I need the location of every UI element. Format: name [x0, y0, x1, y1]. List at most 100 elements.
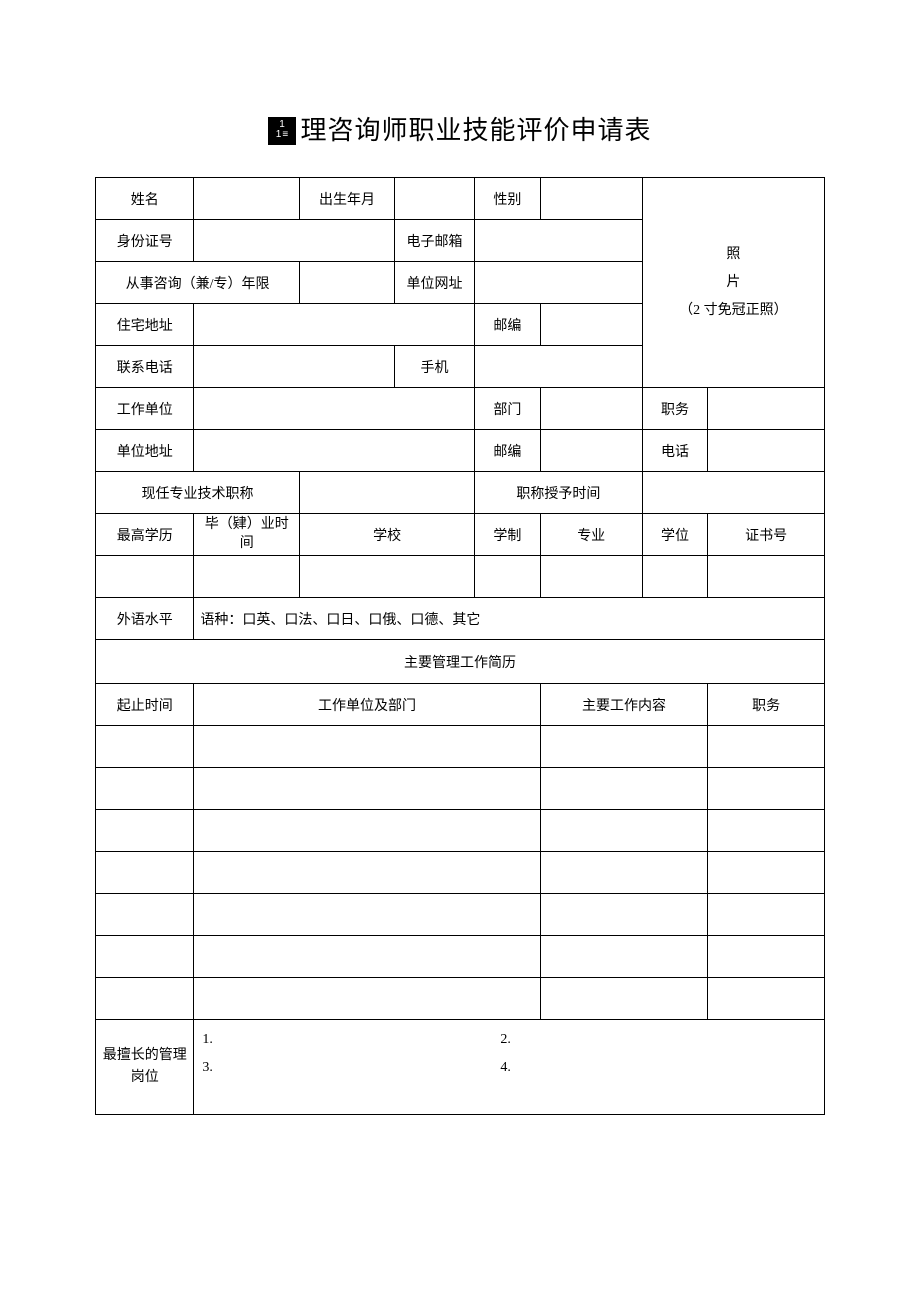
label-department: 部门	[475, 388, 541, 430]
skill-3: 3.	[202, 1054, 497, 1082]
table-row[interactable]	[194, 894, 540, 936]
table-row[interactable]	[194, 936, 540, 978]
title-text: 理咨询师职业技能评价申请表	[300, 116, 651, 145]
label-postcode2: 邮编	[475, 430, 541, 472]
label-best-position: 最擅长的管理岗位	[96, 1020, 194, 1115]
page-title: 11≡理咨询师职业技能评价申请表	[95, 110, 825, 147]
field-mobile[interactable]	[475, 346, 643, 388]
label-main-content: 主要工作内容	[540, 684, 708, 726]
field-edu-school[interactable]	[300, 556, 475, 598]
field-home-address[interactable]	[194, 304, 475, 346]
skill-2: 2.	[500, 1026, 511, 1054]
table-row[interactable]	[540, 810, 708, 852]
table-row[interactable]	[708, 936, 825, 978]
field-edu-highest[interactable]	[96, 556, 194, 598]
field-postcode2[interactable]	[540, 430, 642, 472]
label-role: 职务	[708, 684, 825, 726]
table-row[interactable]	[540, 978, 708, 1020]
photo-label-1: 照	[647, 241, 820, 269]
field-gender[interactable]	[540, 178, 642, 220]
label-current-title: 现任专业技术职称	[96, 472, 300, 514]
label-consult-years: 从事咨询（兼/专）年限	[96, 262, 300, 304]
field-edu-degree[interactable]	[642, 556, 708, 598]
label-email: 电子邮箱	[394, 220, 474, 262]
table-row[interactable]	[540, 852, 708, 894]
table-row[interactable]	[96, 810, 194, 852]
field-title-date[interactable]	[642, 472, 824, 514]
table-row[interactable]	[96, 894, 194, 936]
table-row[interactable]	[708, 978, 825, 1020]
table-row[interactable]	[96, 768, 194, 810]
field-consult-years[interactable]	[300, 262, 395, 304]
table-row[interactable]	[708, 726, 825, 768]
table-row[interactable]	[540, 894, 708, 936]
table-row[interactable]	[194, 726, 540, 768]
field-idnumber[interactable]	[194, 220, 394, 262]
table-row[interactable]	[708, 810, 825, 852]
label-grad-time: 毕（肄）业时间	[194, 514, 300, 556]
skill-1: 1.	[202, 1026, 497, 1054]
photo-area[interactable]: 照 片 （2 寸免冠正照）	[642, 178, 824, 388]
label-work-history: 主要管理工作简历	[96, 640, 825, 684]
field-edu-duration[interactable]	[475, 556, 541, 598]
label-period: 起止时间	[96, 684, 194, 726]
label-postcode1: 邮编	[475, 304, 541, 346]
table-row[interactable]	[540, 768, 708, 810]
table-row[interactable]	[96, 936, 194, 978]
field-edu-cert[interactable]	[708, 556, 825, 598]
table-row[interactable]	[708, 894, 825, 936]
label-unit-address: 单位地址	[96, 430, 194, 472]
table-row[interactable]	[540, 936, 708, 978]
table-row[interactable]	[194, 978, 540, 1020]
table-row[interactable]	[96, 978, 194, 1020]
label-org-website: 单位网址	[394, 262, 474, 304]
label-gender: 性别	[475, 178, 541, 220]
field-work-unit[interactable]	[194, 388, 475, 430]
label-work-unit: 工作单位	[96, 388, 194, 430]
field-current-title[interactable]	[300, 472, 475, 514]
label-work-dept: 工作单位及部门	[194, 684, 540, 726]
field-lang-options[interactable]: 语种：口英、口法、口日、口俄、口德、其它	[194, 598, 825, 640]
label-degree: 学位	[642, 514, 708, 556]
field-birth[interactable]	[394, 178, 474, 220]
field-org-website[interactable]	[475, 262, 643, 304]
label-name: 姓名	[96, 178, 194, 220]
label-title-date: 职称授予时间	[475, 472, 643, 514]
photo-label-3: （2 寸免冠正照）	[647, 297, 820, 325]
table-row[interactable]	[194, 810, 540, 852]
label-school: 学校	[300, 514, 475, 556]
table-row[interactable]	[96, 852, 194, 894]
field-edu-major[interactable]	[540, 556, 642, 598]
field-department[interactable]	[540, 388, 642, 430]
table-row[interactable]	[194, 852, 540, 894]
label-duration: 学制	[475, 514, 541, 556]
label-home-address: 住宅地址	[96, 304, 194, 346]
table-row[interactable]	[708, 852, 825, 894]
label-highest-edu: 最高学历	[96, 514, 194, 556]
field-phone[interactable]	[708, 430, 825, 472]
table-row[interactable]	[708, 768, 825, 810]
field-edu-grad[interactable]	[194, 556, 300, 598]
label-cert-no: 证书号	[708, 514, 825, 556]
field-unit-address[interactable]	[194, 430, 475, 472]
application-form: 姓名 出生年月 性别 照 片 （2 寸免冠正照） 身份证号 电子邮箱 从事咨询（…	[95, 177, 825, 1115]
field-postcode1[interactable]	[540, 304, 642, 346]
label-position: 职务	[642, 388, 708, 430]
field-best-position[interactable]: 1. 2. 3. 4.	[194, 1020, 825, 1115]
field-contact-phone[interactable]	[194, 346, 394, 388]
table-row[interactable]	[540, 726, 708, 768]
label-birth: 出生年月	[300, 178, 395, 220]
table-row[interactable]	[96, 726, 194, 768]
label-major: 专业	[540, 514, 642, 556]
skill-4: 4.	[500, 1054, 511, 1082]
field-position[interactable]	[708, 388, 825, 430]
field-email[interactable]	[475, 220, 643, 262]
label-mobile: 手机	[394, 346, 474, 388]
label-idnumber: 身份证号	[96, 220, 194, 262]
table-row[interactable]	[194, 768, 540, 810]
label-contact-phone: 联系电话	[96, 346, 194, 388]
field-name[interactable]	[194, 178, 300, 220]
label-phone: 电话	[642, 430, 708, 472]
list-icon: 11≡	[268, 117, 296, 145]
photo-label-2: 片	[647, 269, 820, 297]
